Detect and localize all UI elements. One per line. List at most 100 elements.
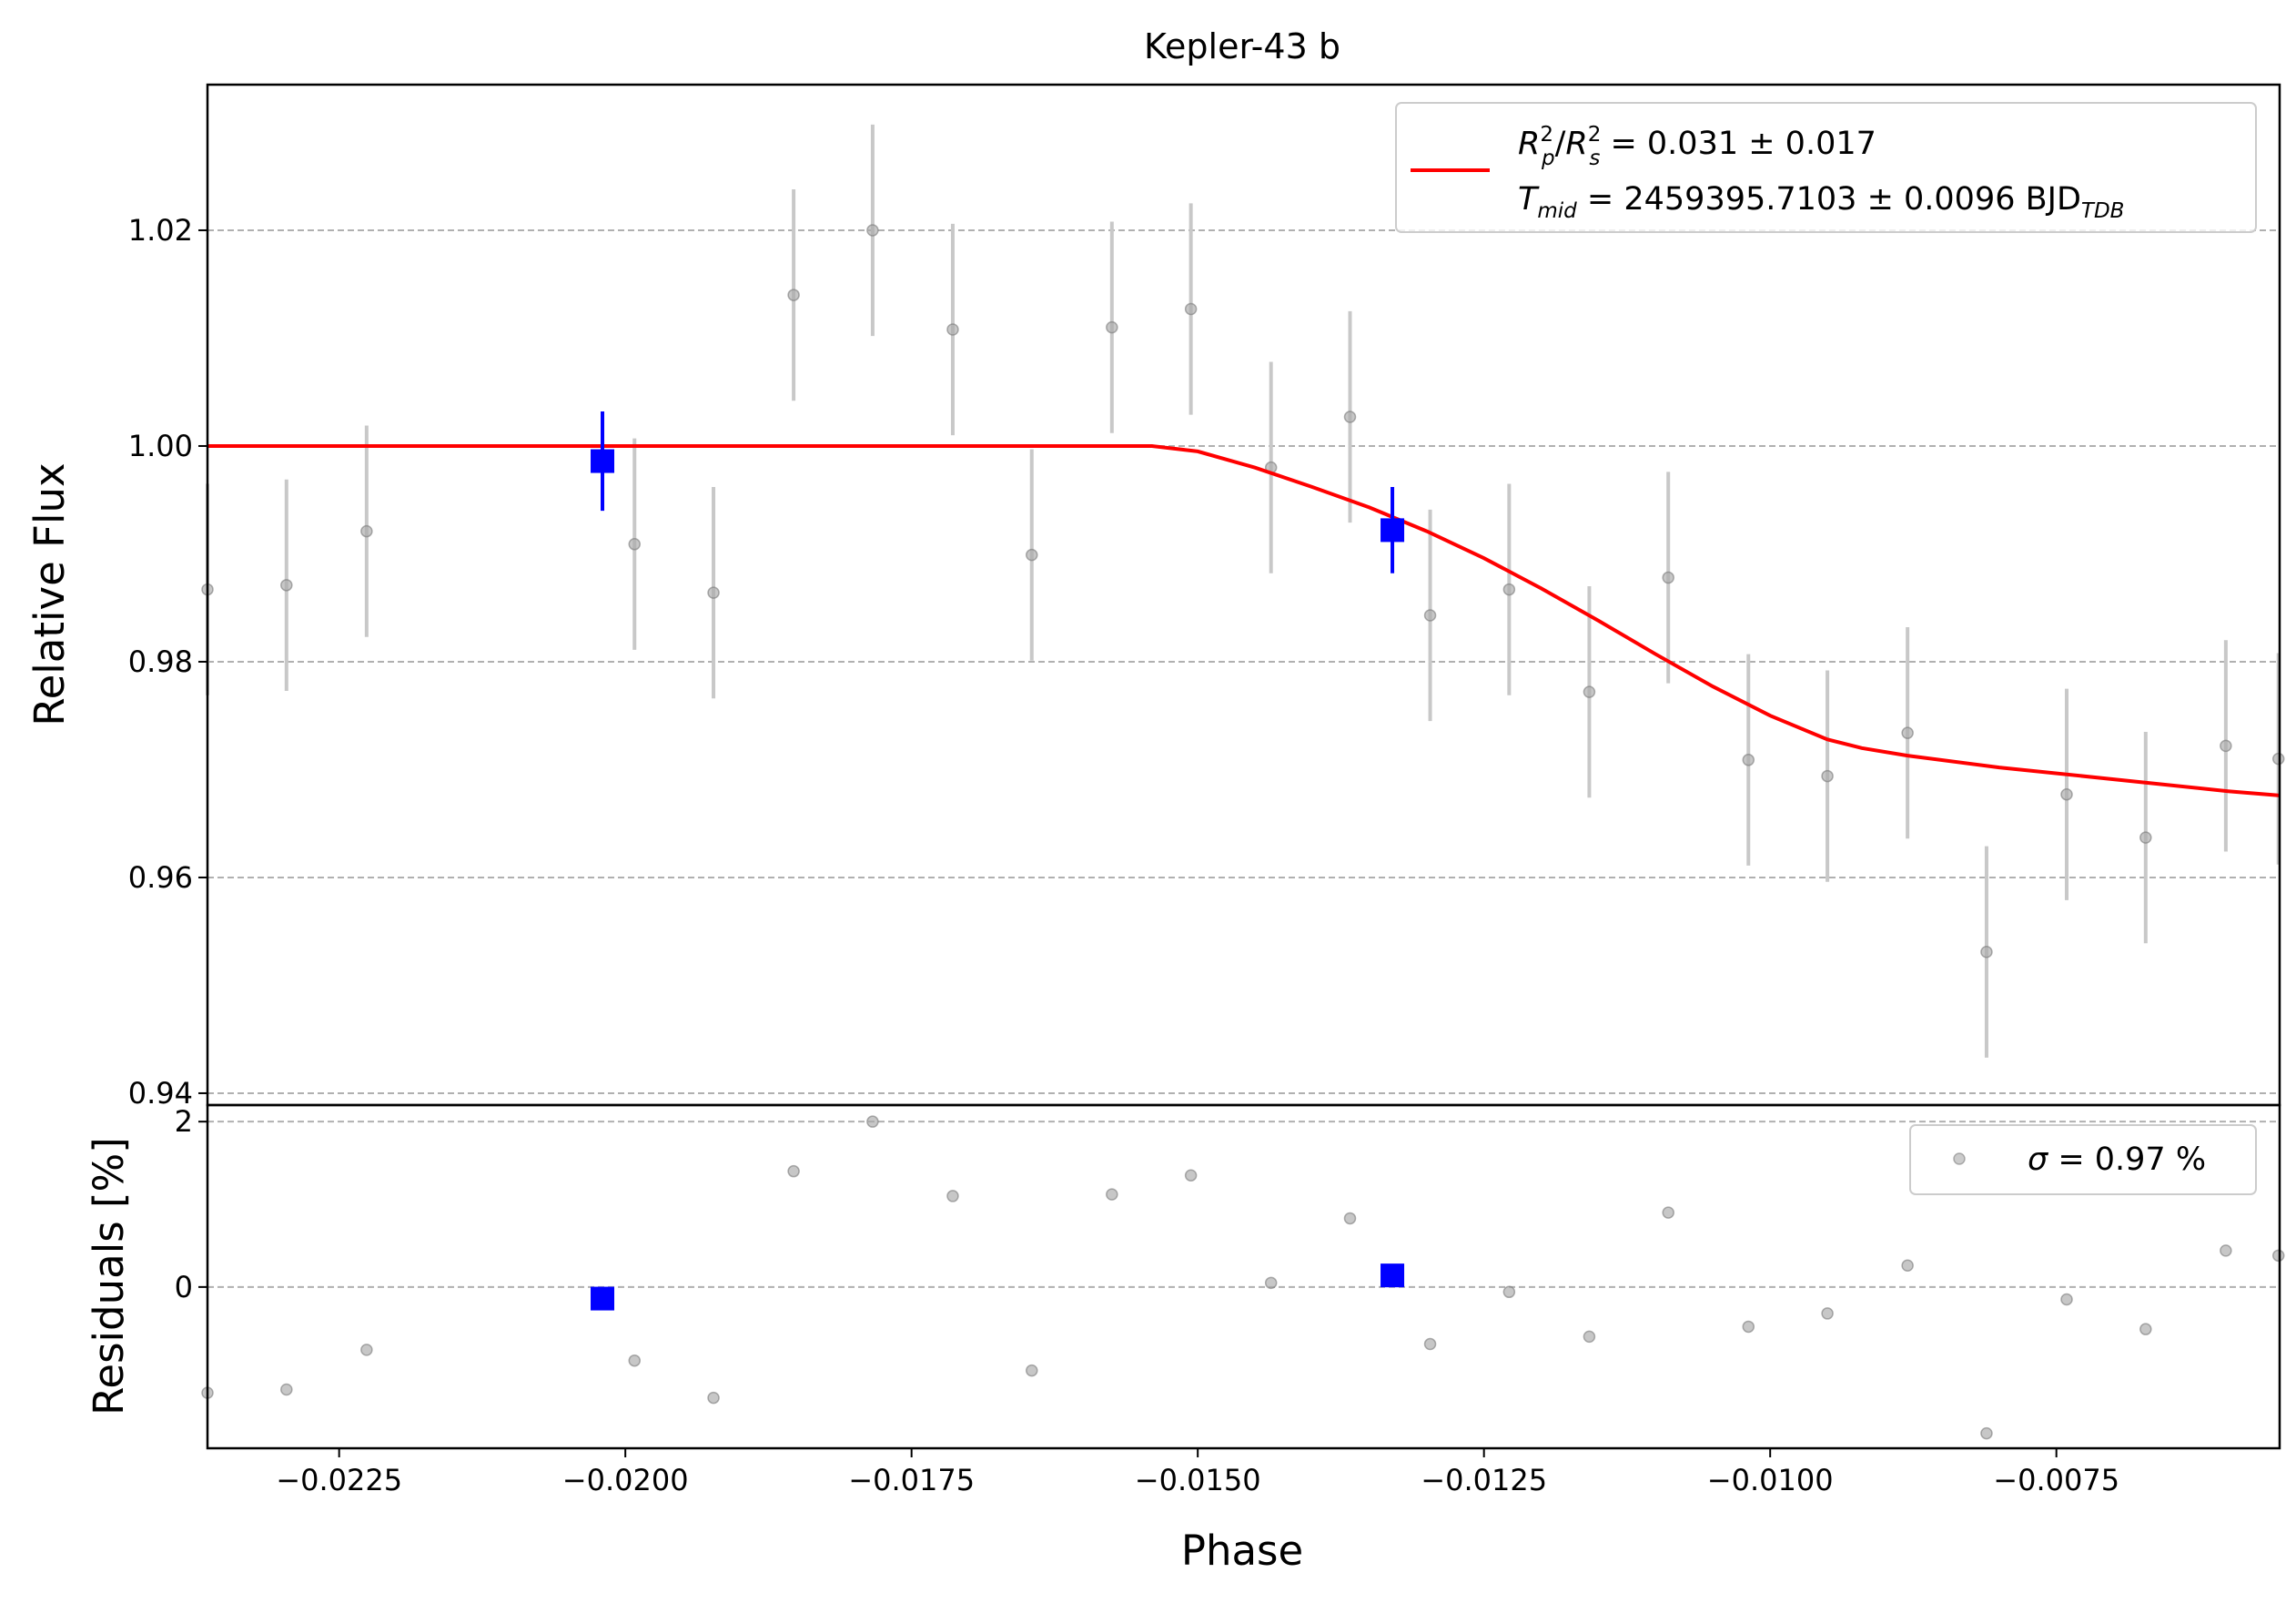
main-data-point xyxy=(2220,739,2232,753)
main-legend-box xyxy=(1395,102,2257,233)
residual-point xyxy=(1264,1276,1278,1290)
x-tick-label: −0.0125 xyxy=(1421,1463,1547,1497)
legend-rs-sub: s xyxy=(1589,147,1600,170)
residual-point xyxy=(1901,1259,1914,1272)
residual-binned-point xyxy=(1381,1263,1405,1288)
main-binned-points xyxy=(591,411,1405,573)
residual-point xyxy=(707,1391,720,1405)
residuals-legend-box xyxy=(1909,1124,2257,1195)
main-data-point xyxy=(707,586,720,599)
legend-sigma: σ = 0.97 % xyxy=(2028,1141,2206,1178)
legend-t-sub: mid xyxy=(1537,199,1577,223)
residual-point xyxy=(2271,1249,2285,1263)
main-data-point xyxy=(2139,831,2152,844)
main-binned-point xyxy=(591,449,615,473)
main-y-tick-label: 1.02 xyxy=(128,213,193,248)
legend-slash: / xyxy=(1555,126,1566,162)
x-tick-label: −0.0100 xyxy=(1707,1463,1834,1497)
x-tick-label: −0.0075 xyxy=(1993,1463,2119,1497)
residual-point xyxy=(1026,1364,1038,1377)
residual-point xyxy=(1423,1337,1437,1351)
residual-point xyxy=(866,1115,879,1128)
main-panel: 0.940.960.981.001.02 R2 p/R2 s = 0.031 ± 0… xyxy=(128,83,2285,1111)
legend-rp: R xyxy=(1518,126,1540,162)
residual-point xyxy=(2060,1293,2073,1306)
main-data-point xyxy=(1026,548,1038,562)
residual-point xyxy=(1583,1330,1596,1344)
legend-rs-sup: 2 xyxy=(1588,123,1602,147)
residual-point xyxy=(1502,1285,1516,1299)
residual-binned-point xyxy=(591,1286,615,1311)
residual-point xyxy=(1184,1169,1198,1182)
main-data-point xyxy=(1106,320,1118,334)
residuals-legend: σ = 0.97 % xyxy=(1909,1124,2257,1195)
main-data-point xyxy=(1502,583,1516,596)
main-data-point xyxy=(280,579,293,592)
legend-rp-sup: 2 xyxy=(1540,123,1553,147)
main-data-point xyxy=(1742,754,1755,766)
main-data-point xyxy=(2060,787,2073,801)
main-y-tick-label: 1.00 xyxy=(128,429,193,463)
residual-point xyxy=(1980,1426,1993,1440)
main-data-point xyxy=(946,323,959,336)
residual-point xyxy=(280,1383,293,1396)
legend-sigma-value: = 0.97 % xyxy=(2048,1141,2206,1178)
residual-point xyxy=(1343,1212,1357,1225)
transit-model-line xyxy=(207,444,2281,797)
main-y-tick-label: 0.96 xyxy=(128,860,193,895)
main-data-point xyxy=(2271,752,2285,766)
x-tick-label: −0.0200 xyxy=(562,1463,689,1497)
residuals-y-ticks: 02 xyxy=(175,1104,207,1304)
main-y-ticks: 0.94 0.96 0.98 1.00 1.02 xyxy=(128,213,207,1111)
legend-rs: R xyxy=(1565,126,1587,162)
legend-tmid-value: = 2459395.7103 ± 0.0096 BJD xyxy=(1577,181,2081,218)
legend-t: T xyxy=(1518,181,1540,218)
main-data-point xyxy=(1821,769,1834,783)
main-data-point xyxy=(360,524,373,538)
x-tick-label: −0.0225 xyxy=(276,1463,402,1497)
residual-point xyxy=(787,1164,800,1178)
legend-sigma-symbol: σ xyxy=(2028,1141,2049,1178)
legend-rp-sub: p xyxy=(1541,147,1555,170)
main-y-tick-label: 0.98 xyxy=(128,644,193,679)
x-tick-label: −0.0175 xyxy=(848,1463,975,1497)
residuals-panel: 02 −0.0225 −0.0200 −0.0175 −0.0150 −0.0125 −0… xyxy=(175,1103,2285,1497)
residual-point xyxy=(2139,1323,2152,1335)
x-axis-title: Phase xyxy=(1181,1527,1303,1575)
main-data-point xyxy=(1343,411,1357,423)
residuals-grid xyxy=(207,1121,2280,1288)
residual-point xyxy=(1742,1320,1755,1334)
residual-point xyxy=(628,1354,641,1367)
legend-tdb-sub: TDB xyxy=(2081,199,2125,223)
main-data-point xyxy=(1184,302,1198,316)
residual-point xyxy=(2220,1244,2232,1257)
residual-point xyxy=(1821,1307,1834,1320)
main-data-point xyxy=(1583,685,1596,698)
main-data-point xyxy=(1980,945,1993,959)
residual-point xyxy=(360,1344,373,1356)
legend-line-tmid: Tmid = 2459395.7103 ± 0.0096 BJDTDB xyxy=(1518,181,2124,223)
main-y-tick-label: 0.94 xyxy=(128,1076,193,1111)
main-data-point xyxy=(1423,609,1437,622)
main-data-point xyxy=(1901,726,1914,739)
y-axis-title-residuals: Residuals [%] xyxy=(85,1137,133,1415)
x-ticks: −0.0225 −0.0200 −0.0175 −0.0150 −0.0125 −0.01… xyxy=(276,1448,2119,1497)
legend-residual-swatch xyxy=(1953,1152,1966,1165)
chart-title: Kepler-43 b xyxy=(1144,26,1340,66)
x-tick-label: −0.0150 xyxy=(1135,1463,1261,1497)
legend-depth-value: = 0.031 ± 0.017 xyxy=(1600,126,1876,162)
legend-line-radius-ratio: R2 p/R2 s = 0.031 ± 0.017 xyxy=(1518,123,1876,170)
residuals-axes-frame xyxy=(206,1103,2281,1450)
residual-point xyxy=(946,1190,959,1202)
main-data-point xyxy=(787,289,800,301)
residual-point xyxy=(1106,1188,1118,1201)
y-axis-title-main: Relative Flux xyxy=(25,462,74,725)
main-data-point xyxy=(866,224,879,237)
main-data-points xyxy=(201,224,2285,959)
residuals-y-tick-label: 2 xyxy=(175,1104,193,1139)
main-data-point xyxy=(1662,571,1674,584)
residual-point xyxy=(1662,1206,1674,1219)
residuals-binned-points xyxy=(591,1263,1405,1311)
